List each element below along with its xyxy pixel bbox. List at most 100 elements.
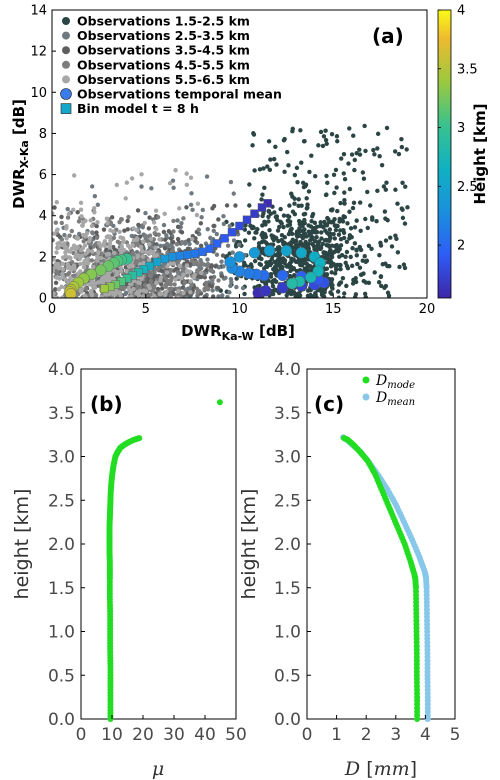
obs-point — [335, 139, 340, 144]
obs-point — [78, 200, 84, 206]
obs-point — [361, 176, 367, 181]
obs-point — [372, 152, 377, 157]
obs-point — [113, 291, 118, 296]
obs-point — [225, 294, 230, 298]
bin-model-square — [182, 250, 192, 260]
obs-point — [95, 220, 100, 225]
obs-point — [323, 137, 329, 143]
obs-point — [131, 286, 136, 292]
obs-point — [60, 295, 65, 298]
obs-point — [204, 284, 209, 289]
obs-point — [106, 251, 112, 257]
obs-point — [220, 253, 226, 258]
obs-point — [299, 242, 305, 247]
temporal-mean-point — [248, 247, 261, 259]
obs-point — [385, 263, 390, 269]
obs-point — [274, 162, 279, 167]
obs-point — [287, 203, 292, 208]
obs-point — [358, 247, 364, 253]
obs-point — [142, 220, 147, 226]
obs-point — [307, 238, 313, 243]
obs-point — [274, 267, 279, 272]
obs-point — [299, 160, 304, 165]
obs-point — [317, 223, 323, 229]
obs-point — [346, 161, 351, 166]
obs-point — [302, 227, 307, 232]
obs-point — [275, 228, 281, 233]
obs-point — [347, 233, 353, 238]
obs-point — [282, 260, 287, 266]
obs-point — [210, 294, 216, 298]
obs-point — [94, 230, 99, 235]
obs-point — [352, 157, 357, 163]
obs-point — [52, 291, 56, 296]
obs-point — [248, 223, 253, 229]
obs-point — [54, 275, 59, 280]
panel-c-xtick: 1 — [331, 725, 342, 745]
obs-point — [389, 244, 395, 249]
obs-point — [316, 143, 321, 148]
obs-point — [312, 220, 318, 226]
obs-point — [340, 276, 346, 281]
obs-point — [311, 226, 317, 231]
obs-point — [344, 249, 350, 255]
obs-point — [173, 277, 178, 282]
temporal-mean-point — [312, 265, 324, 277]
obs-point — [203, 280, 209, 285]
obs-point — [213, 264, 218, 269]
panel-c-ylabel: height [km] — [238, 489, 260, 600]
obs-point — [131, 238, 137, 243]
obs-point — [91, 264, 96, 270]
obs-point — [52, 231, 57, 236]
obs-point — [334, 185, 339, 190]
legend-label: Observations 1.5-2.5 km — [77, 14, 250, 29]
obs-point — [196, 227, 201, 232]
obs-point — [335, 289, 341, 294]
obs-point — [253, 230, 258, 235]
obs-point — [328, 264, 334, 269]
obs-point — [140, 239, 146, 244]
obs-point — [64, 224, 69, 229]
obs-point — [315, 241, 321, 247]
obs-point — [54, 200, 60, 205]
obs-point — [342, 177, 348, 182]
obs-point — [189, 282, 194, 288]
obs-point — [400, 207, 405, 212]
obs-point — [168, 281, 173, 287]
obs-point — [142, 283, 148, 288]
obs-point — [181, 290, 186, 296]
panel-c-xtick: 4 — [420, 725, 431, 745]
obs-point — [69, 228, 75, 234]
obs-point — [88, 218, 93, 223]
obs-point — [130, 250, 136, 256]
obs-point — [323, 222, 328, 227]
obs-point — [379, 162, 385, 168]
obs-point — [256, 244, 262, 249]
obs-point — [189, 236, 195, 242]
obs-point — [78, 207, 84, 212]
obs-point — [323, 192, 329, 198]
obs-point — [204, 267, 209, 273]
panel-b-xtick: 40 — [194, 725, 216, 745]
obs-point — [228, 277, 234, 282]
obs-point — [357, 265, 363, 270]
obs-point — [265, 164, 270, 169]
colorbar-tick: 3.5 — [457, 62, 478, 77]
obs-point — [63, 250, 68, 255]
obs-point — [334, 267, 339, 272]
panel-b-ytick: 3.5 — [48, 404, 75, 424]
obs-point — [81, 239, 86, 244]
panel-b-xtick: 30 — [163, 725, 185, 745]
obs-point — [171, 185, 176, 190]
obs-point — [171, 240, 176, 245]
obs-point — [209, 263, 214, 268]
panel-c-ytick: 4.0 — [274, 360, 301, 380]
obs-point — [153, 208, 159, 213]
obs-point — [168, 294, 174, 298]
obs-point — [134, 228, 139, 233]
obs-point — [185, 273, 190, 278]
obs-point — [193, 236, 198, 241]
obs-point — [352, 167, 357, 173]
obs-point — [382, 285, 387, 290]
